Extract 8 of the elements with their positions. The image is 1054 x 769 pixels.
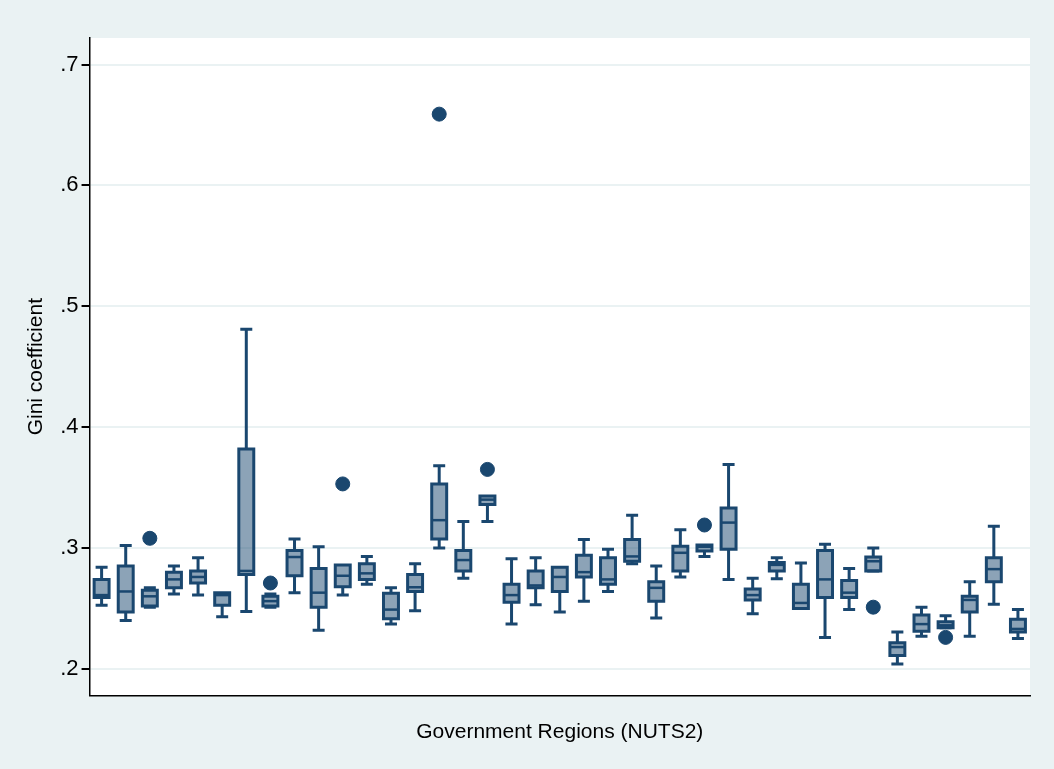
y-tick-label: .2 — [60, 654, 79, 680]
y-axis-title: Gini coefficient — [23, 297, 47, 436]
x-axis-title: Government Regions (NUTS2) — [416, 719, 704, 743]
y-tick-label: .5 — [60, 292, 79, 318]
y-tick-label: .3 — [60, 534, 79, 560]
y-tick-label: .7 — [60, 50, 79, 76]
y-tick-label: .6 — [60, 171, 79, 197]
y-tick-label: .4 — [60, 413, 79, 439]
